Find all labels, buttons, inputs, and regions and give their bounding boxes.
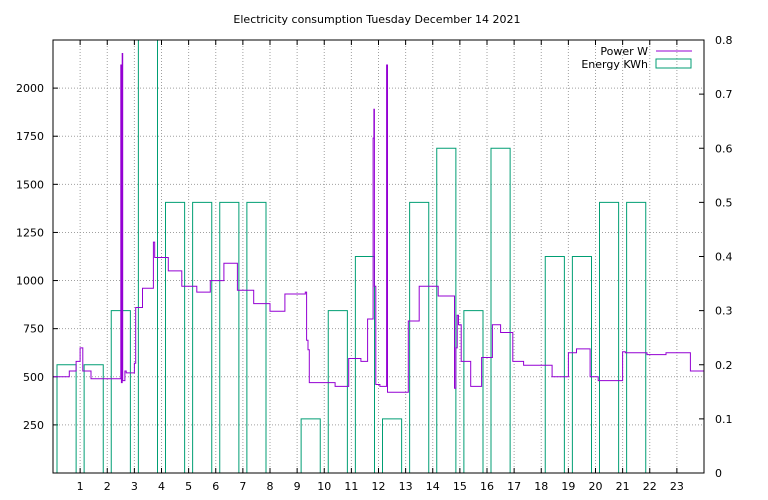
x-tick-label: 8 <box>267 480 274 493</box>
y-right-tick-label: 0 <box>715 467 722 480</box>
energy-bar <box>165 201 186 473</box>
legend-label-energy: Energy KWh <box>581 58 648 71</box>
x-tick-label: 23 <box>670 480 684 493</box>
y-left-tick-label: 500 <box>23 371 44 384</box>
x-axis: 1 2 3 4 5 6 7 8 9 10 11 12 13 14 15 16 17 18 19 20 21 22 23 <box>77 40 684 493</box>
x-tick-label: 4 <box>158 480 165 493</box>
x-tick-label: 20 <box>589 480 603 493</box>
energy-bar <box>463 310 484 473</box>
energy-bar <box>490 147 511 473</box>
energy-bar <box>599 201 620 473</box>
x-tick-label: 18 <box>534 480 548 493</box>
x-tick-label: 7 <box>239 480 246 493</box>
energy-bar <box>56 364 77 473</box>
x-tick-label: 9 <box>294 480 301 493</box>
energy-bar <box>246 201 267 473</box>
x-tick-label: 10 <box>317 480 331 493</box>
y-right-tick-label: 0.2 <box>715 359 733 372</box>
energy-bar <box>192 201 213 473</box>
y-left-tick-label: 1750 <box>16 130 44 143</box>
energy-bar <box>354 256 375 473</box>
grid <box>53 40 704 473</box>
x-tick-label: 1 <box>77 480 84 493</box>
energy-bar <box>300 418 321 473</box>
y-right-tick-label: 0.8 <box>715 34 733 47</box>
y-left-tick-label: 250 <box>23 419 44 432</box>
x-tick-label: 14 <box>426 480 440 493</box>
x-tick-label: 16 <box>480 480 494 493</box>
legend: Power W Energy KWh <box>581 45 692 71</box>
energy-bar <box>571 256 592 473</box>
y-right-tick-label: 0.3 <box>715 305 733 318</box>
y-left-tick-label: 1250 <box>16 226 44 239</box>
x-tick-label: 3 <box>131 480 138 493</box>
y-right-tick-label: 0.7 <box>715 88 733 101</box>
y-left-tick-label: 1500 <box>16 178 44 191</box>
energy-bars <box>56 39 647 473</box>
y-right-tick-label: 0.6 <box>715 142 733 155</box>
y-left-tick-label: 2000 <box>16 82 44 95</box>
chart-title: Electricity consumption Tuesday December… <box>233 13 520 26</box>
energy-bar <box>83 364 104 473</box>
legend-label-power: Power W <box>600 45 648 58</box>
y-axis-right: 0 0.1 0.2 0.3 0.4 0.5 0.6 0.7 0.8 <box>699 34 733 480</box>
energy-bar <box>219 201 240 473</box>
power-series-line <box>53 53 704 393</box>
x-tick-label: 22 <box>643 480 657 493</box>
y-right-tick-label: 0.4 <box>715 251 733 264</box>
x-tick-label: 13 <box>399 480 413 493</box>
energy-bar <box>436 147 457 473</box>
y-right-tick-label: 0.1 <box>715 413 733 426</box>
x-tick-label: 15 <box>453 480 467 493</box>
y-left-tick-label: 750 <box>23 323 44 336</box>
x-tick-label: 12 <box>372 480 386 493</box>
x-tick-label: 17 <box>507 480 521 493</box>
energy-bar <box>409 201 430 473</box>
x-tick-label: 19 <box>561 480 575 493</box>
x-tick-label: 11 <box>344 480 358 493</box>
energy-bar <box>626 201 647 473</box>
legend-swatch-energy <box>655 58 692 69</box>
x-tick-label: 21 <box>616 480 630 493</box>
energy-bar <box>327 310 348 473</box>
x-tick-label: 6 <box>212 480 219 493</box>
x-tick-label: 5 <box>185 480 192 493</box>
y-right-tick-label: 0.5 <box>715 196 733 209</box>
x-tick-label: 2 <box>104 480 111 493</box>
y-left-tick-label: 1000 <box>16 275 44 288</box>
plot-frame <box>52 39 705 474</box>
y-axis-left: 250 500 750 1000 1250 1500 1750 2000 <box>16 82 58 432</box>
energy-bar <box>382 418 403 473</box>
